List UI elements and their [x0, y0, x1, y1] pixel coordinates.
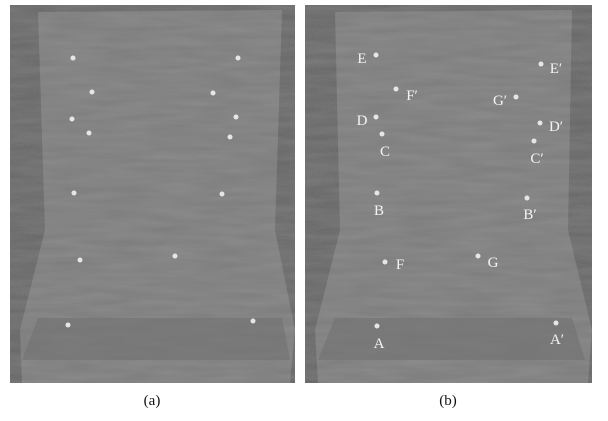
point-label: C	[380, 144, 390, 160]
point-label: F′	[406, 88, 418, 104]
point-label: B′	[523, 207, 536, 223]
caption: (b)	[439, 393, 457, 409]
point-label: B	[374, 203, 384, 219]
figure: (a) (b) E F′ G′ E′ D D′ C C′ B B′ F G A A′	[0, 0, 608, 416]
point-label: A	[374, 336, 385, 352]
point-label: D′	[549, 119, 563, 135]
point-label: E	[357, 51, 366, 67]
point-label: F	[396, 257, 404, 273]
point-label: D	[357, 113, 368, 129]
point-label: C′	[530, 151, 543, 167]
caption: (a)	[144, 393, 161, 409]
point-label: E′	[550, 61, 562, 77]
photo-a	[10, 5, 295, 383]
point-label: G′	[493, 93, 507, 109]
point-label: G	[488, 255, 499, 271]
point-label: A′	[550, 332, 564, 348]
